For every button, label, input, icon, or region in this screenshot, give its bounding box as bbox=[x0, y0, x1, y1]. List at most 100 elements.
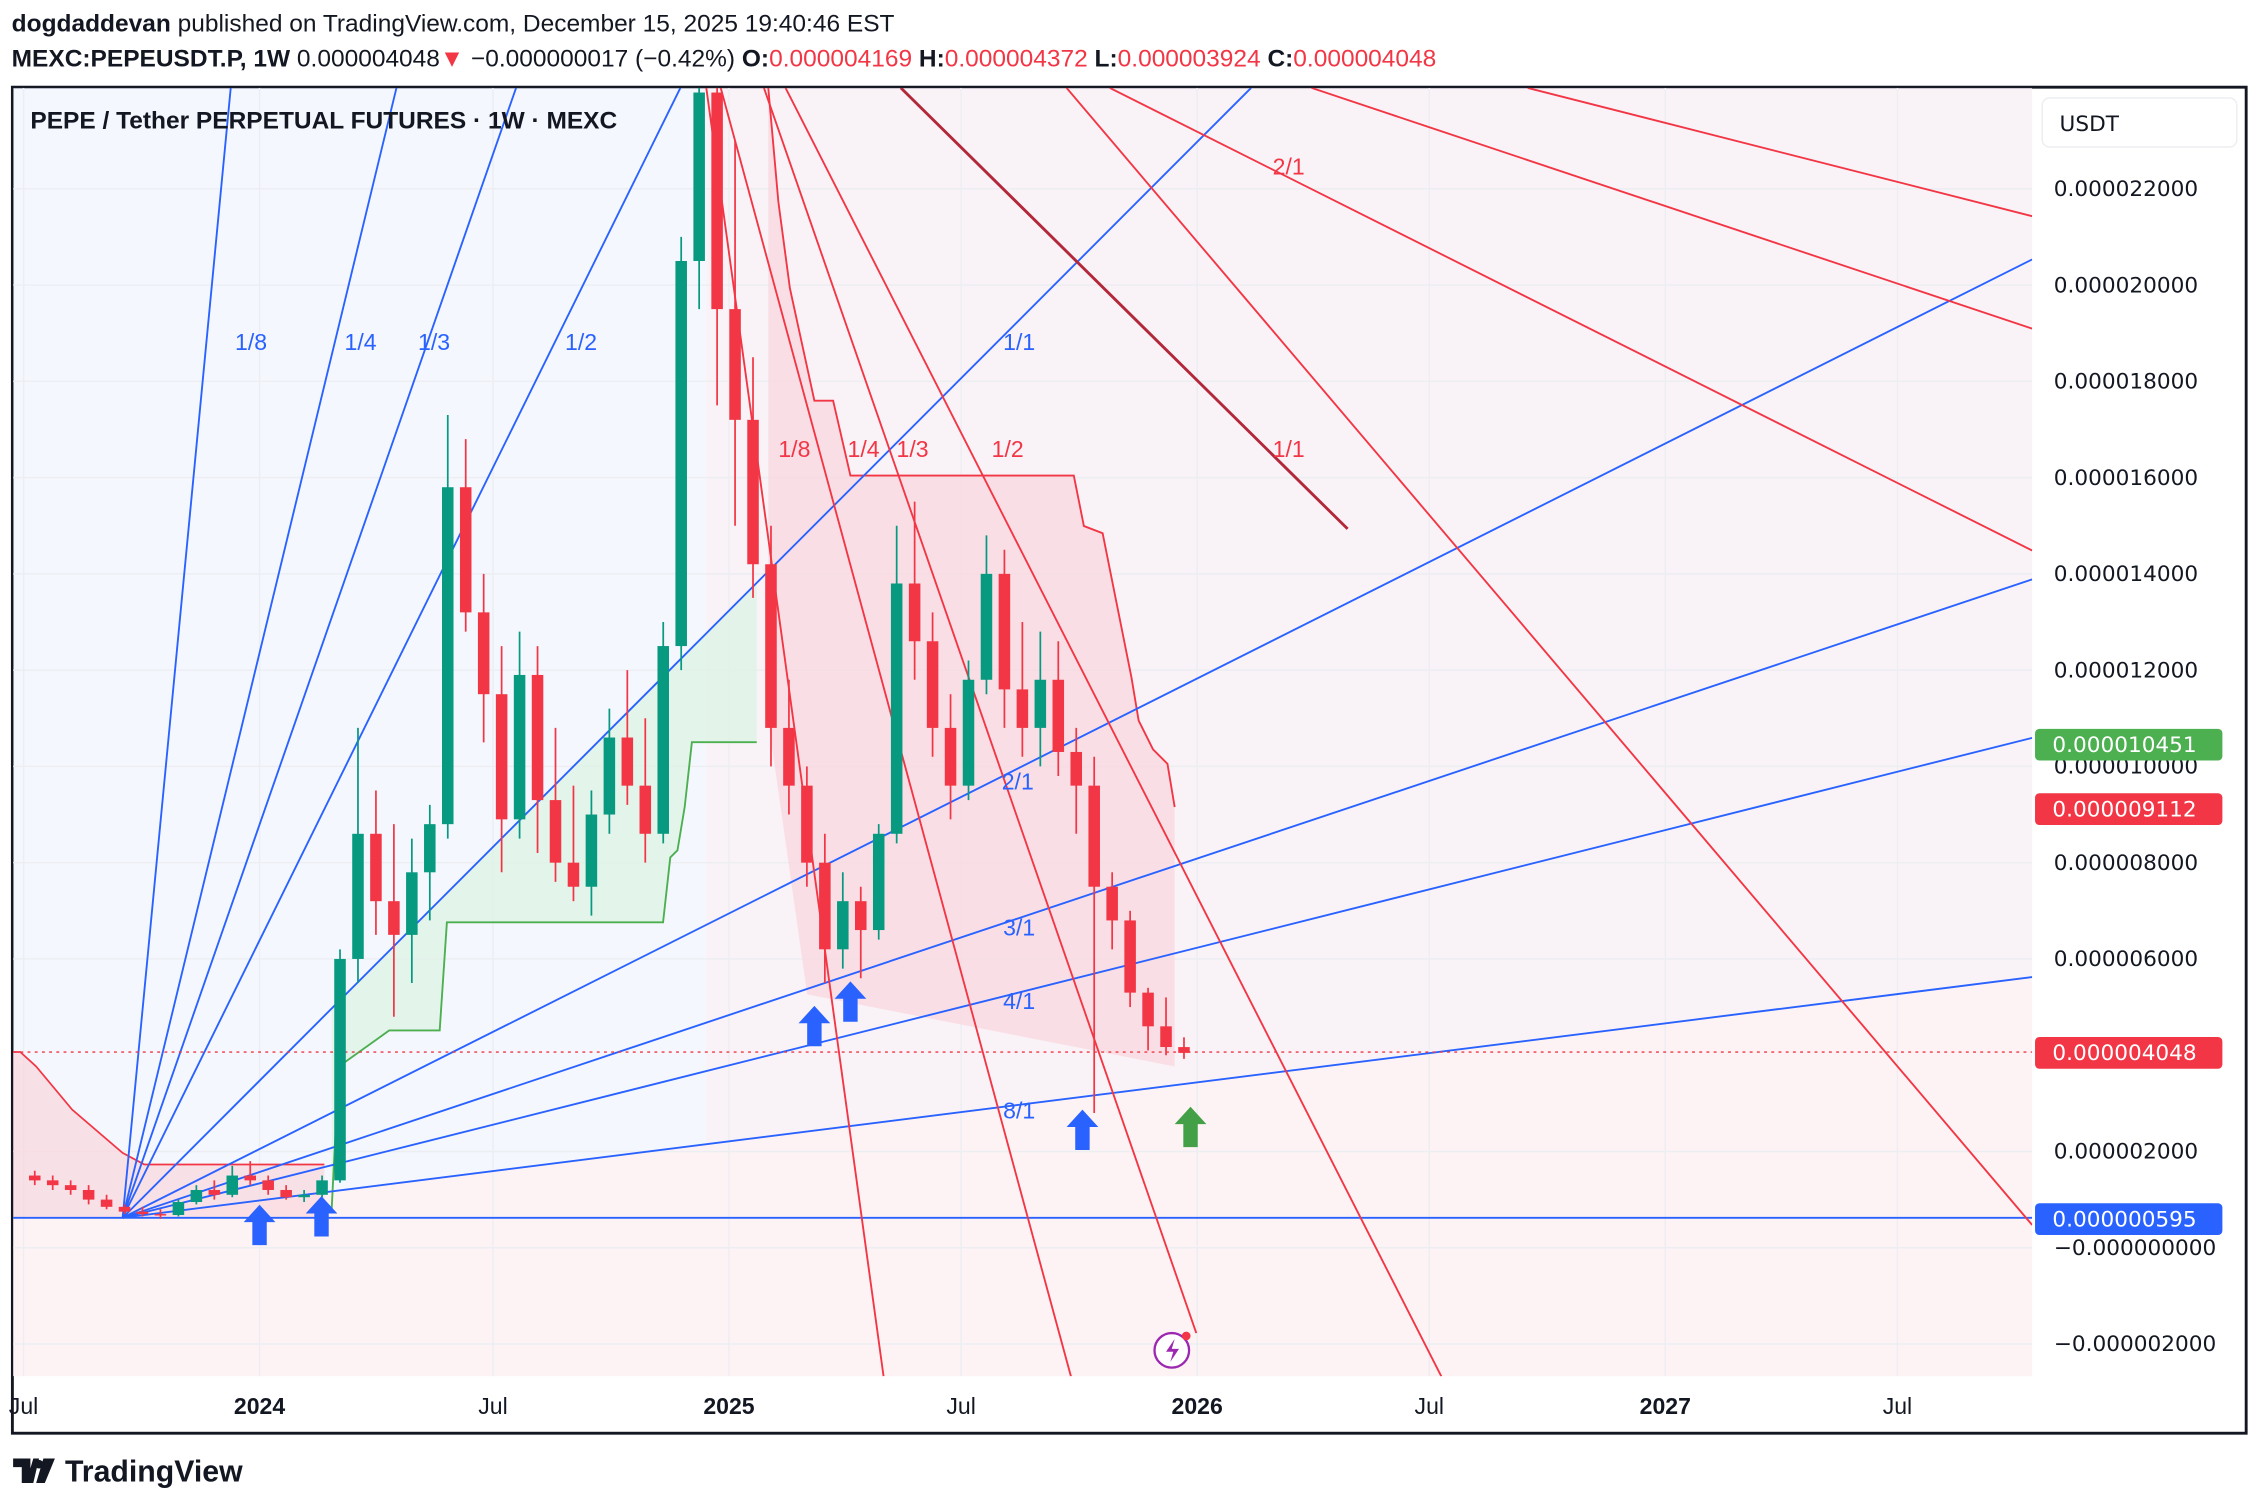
candle bbox=[908, 501, 921, 680]
candle-body bbox=[657, 646, 670, 834]
candle-body bbox=[172, 1202, 185, 1216]
author[interactable]: dogdaddevan bbox=[12, 11, 171, 38]
candle bbox=[890, 525, 903, 844]
candle bbox=[424, 804, 436, 921]
candle-body bbox=[675, 260, 687, 647]
candle bbox=[190, 1185, 203, 1205]
fan-label: 1/1 bbox=[1003, 329, 1035, 355]
blue-fan-labels: 1/8 1/4 1/3 1/2 1/1 2/1 3/1 4/1 8/1 bbox=[235, 329, 1035, 1123]
candle-body bbox=[82, 1189, 95, 1200]
lightning-event-icon[interactable] bbox=[1153, 1331, 1191, 1369]
candle bbox=[352, 727, 364, 984]
fan-label: 1/3 bbox=[897, 436, 929, 462]
candle bbox=[28, 1170, 41, 1186]
candle-body bbox=[693, 92, 705, 261]
candle-body bbox=[1070, 751, 1083, 786]
candle-body bbox=[639, 785, 652, 834]
fan-label: 2/1 bbox=[1002, 769, 1034, 795]
fan-line-1-2[interactable] bbox=[121, 87, 682, 1219]
last-price: 0.000004048 bbox=[297, 45, 440, 72]
fan-line-1-8[interactable] bbox=[121, 87, 232, 1218]
candle-body bbox=[441, 487, 454, 825]
candle-body bbox=[388, 901, 400, 935]
close-value: 0.000004048 bbox=[1293, 45, 1436, 72]
candle bbox=[585, 790, 598, 916]
candle-body bbox=[424, 824, 436, 873]
candle-body bbox=[352, 833, 364, 959]
candle bbox=[1052, 641, 1065, 777]
time-axis[interactable]: Jul 2024 Jul 2025 Jul 2026 Jul 2027 Jul bbox=[9, 1393, 1912, 1419]
candle bbox=[513, 631, 526, 839]
red-fan-line-c[interactable] bbox=[1311, 87, 2033, 330]
candle bbox=[1070, 727, 1083, 834]
candle-body bbox=[1160, 1026, 1172, 1048]
fan-line-2-1[interactable] bbox=[122, 258, 2033, 1219]
price-tick-label: 0.000020000 bbox=[2054, 273, 2198, 298]
candle-body bbox=[190, 1189, 203, 1203]
candle-body bbox=[747, 419, 759, 565]
fan-label: 1/2 bbox=[565, 329, 597, 355]
tradingview-brand: TradingView bbox=[65, 1456, 243, 1489]
fan-label: 8/1 bbox=[1003, 1097, 1035, 1123]
red-fan-line-1-3[interactable] bbox=[763, 87, 1198, 1334]
candle bbox=[82, 1185, 95, 1205]
candle-body bbox=[998, 573, 1011, 690]
candle-body bbox=[711, 92, 723, 310]
candle bbox=[747, 357, 759, 598]
tradingview-logo[interactable]: TradingView bbox=[13, 1456, 243, 1489]
open-label: O: bbox=[742, 45, 769, 72]
candle-body bbox=[406, 872, 418, 935]
red-fan-line-b[interactable] bbox=[1109, 87, 2033, 552]
price-tick-label: −0.000002000 bbox=[2054, 1332, 2216, 1357]
candle bbox=[262, 1175, 274, 1195]
candle-body bbox=[316, 1180, 328, 1195]
red-band-fill bbox=[768, 87, 1175, 1067]
candle-body bbox=[908, 583, 921, 642]
candle bbox=[1088, 756, 1100, 1113]
up-arrow-icon bbox=[1066, 1109, 1099, 1151]
candle-body bbox=[334, 958, 346, 1181]
candle-body bbox=[1034, 679, 1047, 728]
candle-body bbox=[872, 833, 885, 931]
blue-fan-shade bbox=[13, 87, 707, 1218]
candle bbox=[280, 1185, 292, 1200]
candle-body bbox=[567, 862, 580, 887]
fan-line-4-1[interactable] bbox=[122, 736, 2033, 1219]
red-fan-line-1-2[interactable] bbox=[784, 87, 1443, 1377]
candle-body bbox=[370, 833, 382, 902]
candle-body bbox=[944, 727, 957, 786]
published-info: published on TradingView.com, December 1… bbox=[171, 11, 895, 38]
plot-area[interactable]: 1/8 1/4 1/3 1/2 1/1 2/1 3/1 4/1 8/1 1/8 … bbox=[13, 0, 2033, 1377]
red-fan-line-d[interactable] bbox=[1527, 87, 2033, 218]
price-badge bbox=[2035, 728, 2223, 761]
chart-frame bbox=[10, 85, 2248, 1435]
red-fan-line-a[interactable] bbox=[1065, 87, 2033, 1226]
candle bbox=[621, 670, 634, 805]
price-badge-label: 0.000009112 bbox=[2052, 797, 2196, 822]
currency-button[interactable] bbox=[2041, 97, 2238, 148]
fan-line-1-4[interactable] bbox=[121, 87, 398, 1218]
price-change: −0.000000017 (−0.42%) bbox=[471, 45, 735, 72]
candle-body bbox=[819, 862, 831, 950]
fan-line-3-1[interactable] bbox=[122, 578, 2033, 1219]
fan-line-8-1[interactable] bbox=[122, 976, 2033, 1219]
time-tick-label: Jul bbox=[1883, 1393, 1912, 1419]
candle-body bbox=[64, 1185, 77, 1190]
blue-gann-fan[interactable] bbox=[13, 87, 2033, 1219]
price-badge-label: 0.000004048 bbox=[2052, 1041, 2196, 1066]
candle-body bbox=[926, 641, 939, 728]
publish-line: dogdaddevan published on TradingView.com… bbox=[12, 11, 895, 38]
candle-body bbox=[783, 727, 795, 786]
candle-body bbox=[729, 309, 741, 420]
price-axis[interactable]: USDT 0.000022000 0.000020000 0.000018000 0.… bbox=[2041, 97, 2238, 1357]
candle bbox=[926, 612, 939, 757]
low-label: L: bbox=[1095, 45, 1118, 72]
fan-line-1-1[interactable] bbox=[121, 87, 1252, 1219]
fan-line-1-3[interactable] bbox=[121, 87, 517, 1219]
red-fan-line-1-1[interactable] bbox=[899, 87, 1349, 530]
candle-body bbox=[855, 901, 867, 931]
price-tick-label: 0.000008000 bbox=[2054, 851, 2198, 876]
candle-body bbox=[100, 1199, 113, 1207]
candle bbox=[1034, 631, 1047, 767]
